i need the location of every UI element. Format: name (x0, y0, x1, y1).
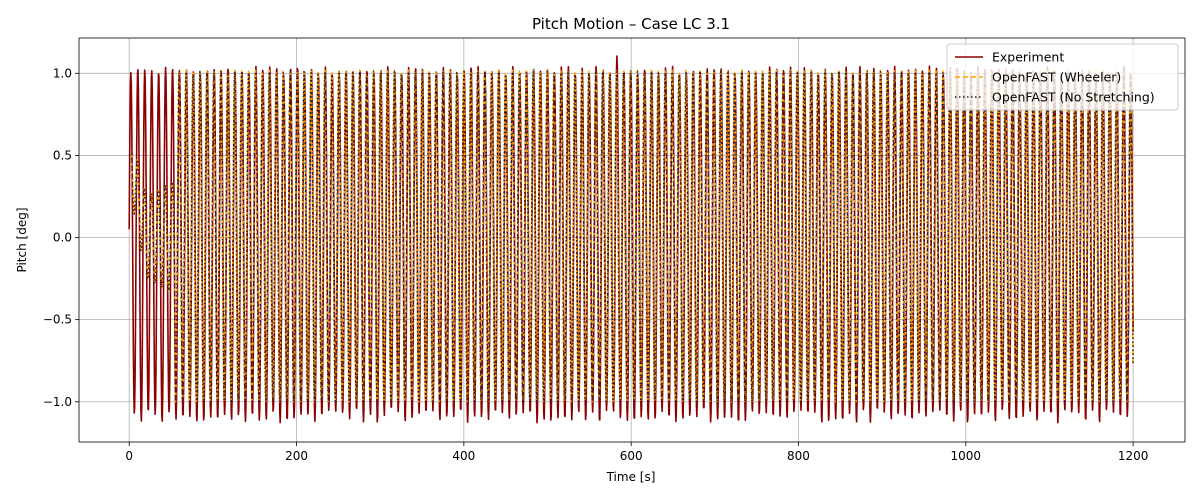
y-tick-label: −1.0 (43, 395, 72, 409)
legend-label: OpenFAST (Wheeler) (992, 70, 1121, 85)
x-tick-label: 200 (285, 449, 308, 463)
y-tick-label: 1.0 (53, 66, 72, 80)
series-layer (128, 55, 1134, 424)
legend-label: OpenFAST (No Stretching) (992, 90, 1155, 105)
y-axis-label: Pitch [deg] (15, 207, 29, 272)
series-line-openfast-no-stretching (130, 71, 1134, 403)
y-tick-label: 0.5 (53, 148, 72, 162)
y-tick-label: −0.5 (43, 313, 72, 327)
x-tick-label: 800 (787, 449, 810, 463)
x-tick-label: 1200 (1118, 449, 1149, 463)
x-tick-label: 1000 (951, 449, 982, 463)
x-tick-label: 600 (620, 449, 643, 463)
tick-layer: 0 200 400 600 800 1000 1200 −1.0 −0.5 0.0 0.5 1.0 (43, 66, 1149, 463)
plot-frame (78, 37, 1186, 443)
x-tick-label: 0 (125, 449, 133, 463)
chart-title: Pitch Motion – Case LC 3.1 (532, 15, 730, 33)
x-tick-label: 400 (452, 449, 475, 463)
y-tick-label: 0.0 (53, 231, 72, 245)
legend: Experiment OpenFAST (Wheeler) OpenFAST (No… (946, 43, 1179, 111)
legend-label: Experiment (992, 50, 1064, 65)
legend-box (946, 43, 1179, 111)
x-axis-label: Time [s] (606, 470, 656, 484)
